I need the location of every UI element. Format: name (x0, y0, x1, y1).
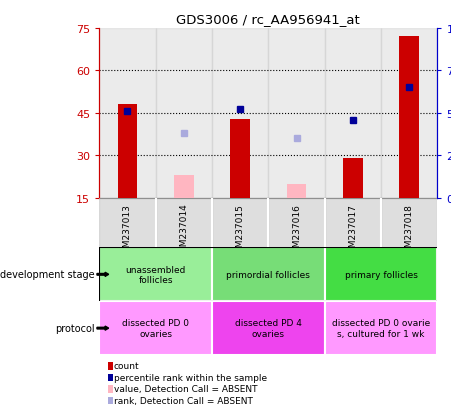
Text: GSM237013: GSM237013 (123, 203, 132, 258)
Bar (212, 29, 268, 198)
Text: dissected PD 4
ovaries: dissected PD 4 ovaries (235, 319, 302, 338)
Bar (325, 301, 437, 355)
Text: development stage: development stage (0, 270, 95, 280)
Bar (325, 29, 381, 198)
Bar (343, 159, 363, 198)
Bar (212, 301, 325, 355)
Text: dissected PD 0
ovaries: dissected PD 0 ovaries (122, 319, 189, 338)
Bar (212, 198, 268, 248)
Text: dissected PD 0 ovarie
s, cultured for 1 wk: dissected PD 0 ovarie s, cultured for 1 … (332, 319, 430, 338)
Bar (325, 198, 381, 248)
Text: GSM237014: GSM237014 (179, 203, 188, 258)
Title: GDS3006 / rc_AA956941_at: GDS3006 / rc_AA956941_at (176, 13, 360, 26)
Bar (325, 248, 437, 301)
Bar (400, 37, 419, 198)
Bar (99, 198, 156, 248)
Bar (174, 176, 193, 198)
Text: unassembled
follicles: unassembled follicles (125, 265, 186, 284)
Bar (381, 29, 437, 198)
Text: count: count (114, 361, 139, 370)
Text: GSM237015: GSM237015 (236, 203, 244, 258)
Bar (287, 184, 306, 198)
Bar (268, 29, 325, 198)
Bar (230, 119, 250, 198)
Text: percentile rank within the sample: percentile rank within the sample (114, 373, 267, 382)
Bar (212, 248, 325, 301)
Text: rank, Detection Call = ABSENT: rank, Detection Call = ABSENT (114, 396, 253, 405)
Bar (99, 29, 156, 198)
Bar (156, 198, 212, 248)
Text: protocol: protocol (55, 323, 95, 333)
Bar (118, 105, 137, 198)
Text: primary follicles: primary follicles (345, 270, 418, 279)
Bar (99, 248, 212, 301)
Bar (99, 301, 212, 355)
Text: GSM237017: GSM237017 (349, 203, 357, 258)
Text: primordial follicles: primordial follicles (226, 270, 310, 279)
Bar (156, 29, 212, 198)
Text: GSM237018: GSM237018 (405, 203, 414, 258)
Bar (381, 198, 437, 248)
Text: value, Detection Call = ABSENT: value, Detection Call = ABSENT (114, 385, 258, 394)
Bar (268, 198, 325, 248)
Text: GSM237016: GSM237016 (292, 203, 301, 258)
